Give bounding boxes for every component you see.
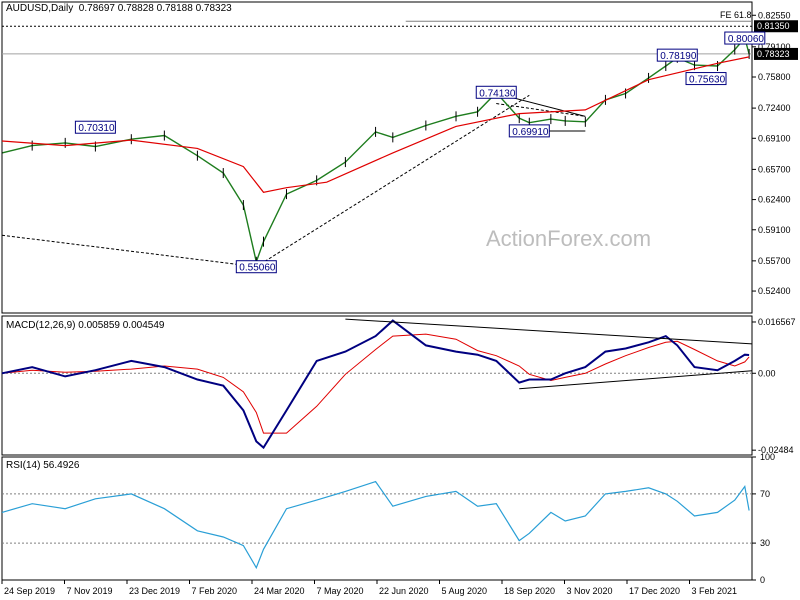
fe-level-label: FE 61.8 <box>720 10 752 20</box>
price-panel-header: AUDUSD,Daily 0.78697 0.78828 0.78188 0.7… <box>6 3 232 14</box>
x-tick-label: 23 Dec 2019 <box>129 586 180 596</box>
panel-frame-0 <box>1 1 753 314</box>
rsi-panel-header: RSI(14) 56.4926 <box>6 460 80 471</box>
price-ytick-label: 0.72400 <box>758 103 791 113</box>
macd-signal-line <box>1 333 750 434</box>
watermark: ActionForex.com <box>486 226 652 251</box>
ohlc-values: 0.78697 0.78828 0.78188 0.78323 <box>78 3 232 14</box>
x-tick-label: 7 May 2020 <box>317 586 364 596</box>
price-ytick-label: 0.55700 <box>758 256 791 266</box>
pivot-label-box <box>656 48 698 62</box>
macd-ytick-label: 0.00 <box>758 368 776 378</box>
pivot-label-box <box>724 31 766 45</box>
macd-trendline-lower <box>519 370 753 390</box>
axis-price-box-label: 0.81350 <box>757 21 790 31</box>
pivot-label-text: 0.78190 <box>660 51 697 62</box>
rsi-ytick-label: 30 <box>760 538 770 548</box>
x-tick-label: 22 Jun 2020 <box>379 586 429 596</box>
price-ytick-label: 0.79100 <box>758 42 791 52</box>
pivot-label-text: 0.70310 <box>78 123 115 134</box>
x-tick-label: 3 Nov 2020 <box>567 586 613 596</box>
price-triangle-mid <box>496 103 586 117</box>
price-ytick-label: 0.52400 <box>758 286 791 296</box>
x-tick-label: 17 Dec 2020 <box>629 586 680 596</box>
pivot-label-box <box>508 124 550 138</box>
price-ytick-label: 0.69100 <box>758 133 791 143</box>
rsi-line <box>1 480 750 570</box>
rsi-ytick-label: 70 <box>760 489 770 499</box>
axis-price-box <box>754 20 798 33</box>
price-moving-average-line <box>1 56 750 193</box>
axis-price-box-label: 0.78323 <box>757 49 790 59</box>
x-tick-label: 18 Sep 2020 <box>504 586 555 596</box>
pivot-label-text: 0.69910 <box>512 127 549 138</box>
macd-main-line <box>1 319 750 450</box>
rsi-ytick-label: 0 <box>760 575 765 585</box>
pivot-label-text: 0.80060 <box>728 34 765 45</box>
price-ytick-label: 0.59100 <box>758 225 791 235</box>
macd-ytick-label: 0.016567 <box>758 317 796 327</box>
pivot-label-text: 0.74130 <box>479 88 516 99</box>
pivot-label-box <box>685 72 727 86</box>
x-tick-label: 7 Nov 2019 <box>67 586 113 596</box>
rsi-ytick-label: 100 <box>760 452 775 462</box>
pivot-label-box <box>235 260 277 274</box>
x-tick-label: 24 Sep 2019 <box>4 586 55 596</box>
pivot-label-text: 0.55060 <box>239 263 276 274</box>
pivot-label-box <box>74 120 116 134</box>
price-ytick-label: 0.75800 <box>758 72 791 82</box>
axis-price-box <box>754 47 798 60</box>
panel-frame-1 <box>1 315 753 456</box>
pivot-label-text: 0.75630 <box>689 75 726 86</box>
price-trendline-lower <box>1 234 257 268</box>
price-ytick-label: 0.65700 <box>758 164 791 174</box>
macd-panel-header: MACD(12,26,9) 0.005859 0.004549 <box>6 320 165 331</box>
macd-ytick-label: -0.02484 <box>758 445 794 455</box>
panel-frame-2 <box>1 456 753 581</box>
x-tick-label: 5 Aug 2020 <box>442 586 488 596</box>
price-ytick-label: 0.62400 <box>758 195 791 205</box>
pivot-label-box <box>475 85 517 99</box>
x-tick-label: 7 Feb 2020 <box>192 586 238 596</box>
x-tick-label: 24 Mar 2020 <box>254 586 305 596</box>
x-tick-label: 3 Feb 2021 <box>692 586 738 596</box>
price-ytick-label: 0.82550 <box>758 10 791 20</box>
symbol-label: AUDUSD,Daily <box>6 3 74 14</box>
price-trendline-rising <box>256 94 530 268</box>
macd-trendline-upper <box>345 318 753 345</box>
